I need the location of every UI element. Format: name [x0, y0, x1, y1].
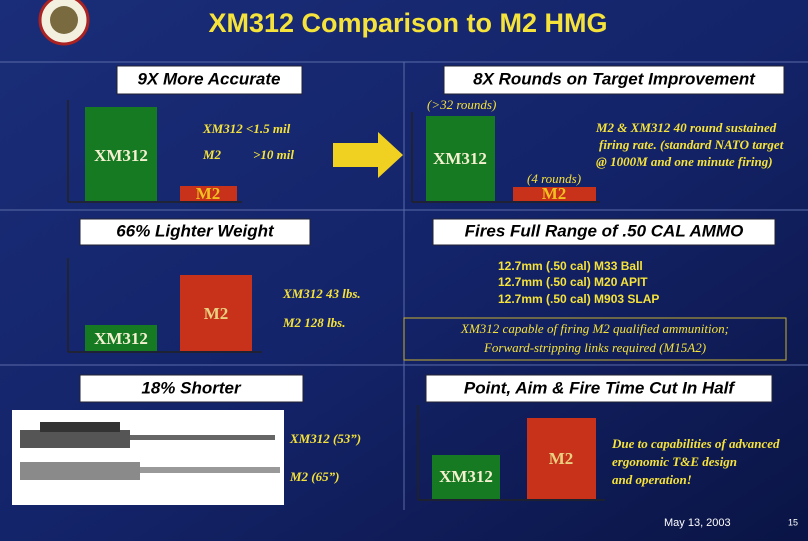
- bar: [85, 107, 157, 201]
- bar: [180, 186, 237, 201]
- note: XM312 (53”): [289, 431, 361, 446]
- panel-header: 8X Rounds on Target Improvement: [473, 69, 756, 88]
- bar-label: M2: [542, 184, 567, 203]
- bar-label: M2: [549, 449, 574, 468]
- note: >10 mil: [253, 147, 294, 162]
- footer-date: May 13, 2003: [664, 517, 731, 529]
- header-box: [432, 218, 776, 246]
- bar-label: XM312: [433, 149, 487, 168]
- note: ergonomic T&E design: [612, 454, 737, 469]
- bar-label: XM312: [94, 329, 148, 348]
- bar-label: XM312: [94, 146, 148, 165]
- slide-title: XM312 Comparison to M2 HMG: [208, 8, 607, 38]
- bar: [432, 455, 500, 499]
- logo: [38, 0, 90, 46]
- header-box: [425, 374, 773, 403]
- ammo-item: 12.7mm (.50 cal) M33 Ball: [498, 259, 643, 273]
- panel-header: Fires Full Range of .50 CAL AMMO: [465, 221, 744, 240]
- note: XM312 43 lbs.: [282, 286, 361, 301]
- note: M2: [202, 147, 222, 162]
- panel-header: Point, Aim & Fire Time Cut In Half: [464, 378, 736, 397]
- bar: [85, 325, 157, 351]
- note-box: [403, 317, 787, 361]
- note: M2 & XM312 40 round sustained: [595, 120, 777, 135]
- ammo-item: 12.7mm (.50 cal) M903 SLAP: [498, 292, 659, 306]
- bar-label: M2: [204, 304, 229, 323]
- note: firing rate. (standard NATO target: [599, 137, 784, 152]
- bar-label: M2: [196, 184, 221, 203]
- panel-header: 18% Shorter: [141, 378, 242, 397]
- panel-header: 66% Lighter Weight: [116, 221, 275, 240]
- gun-image: [12, 410, 284, 505]
- note: M2 128 lbs.: [282, 315, 345, 330]
- note: and operation!: [612, 472, 692, 487]
- bar-label: XM312: [439, 467, 493, 486]
- bar: [513, 187, 596, 201]
- box-text: XM312 capable of firing M2 qualified amm…: [460, 321, 729, 336]
- page-number: 15: [788, 517, 798, 527]
- arrow: [333, 132, 403, 178]
- note: XM312 <1.5 mil: [202, 121, 291, 136]
- box-text: Forward-stripping links required (M15A2): [483, 340, 706, 355]
- bar: [426, 116, 495, 201]
- annotation: (4 rounds): [527, 171, 581, 186]
- note: @ 1000M and one minute firing): [596, 154, 773, 169]
- annotation: (>32 rounds): [427, 97, 496, 112]
- header-box: [443, 65, 785, 95]
- note: M2 (65”): [289, 469, 339, 484]
- header-box: [79, 374, 304, 403]
- header-box: [116, 65, 303, 95]
- bar: [527, 418, 596, 499]
- panel-header: 9X More Accurate: [138, 69, 281, 88]
- header-box: [79, 218, 311, 246]
- bar: [180, 275, 252, 351]
- ammo-item: 12.7mm (.50 cal) M20 APIT: [498, 275, 648, 289]
- note: Due to capabilities of advanced: [611, 436, 780, 451]
